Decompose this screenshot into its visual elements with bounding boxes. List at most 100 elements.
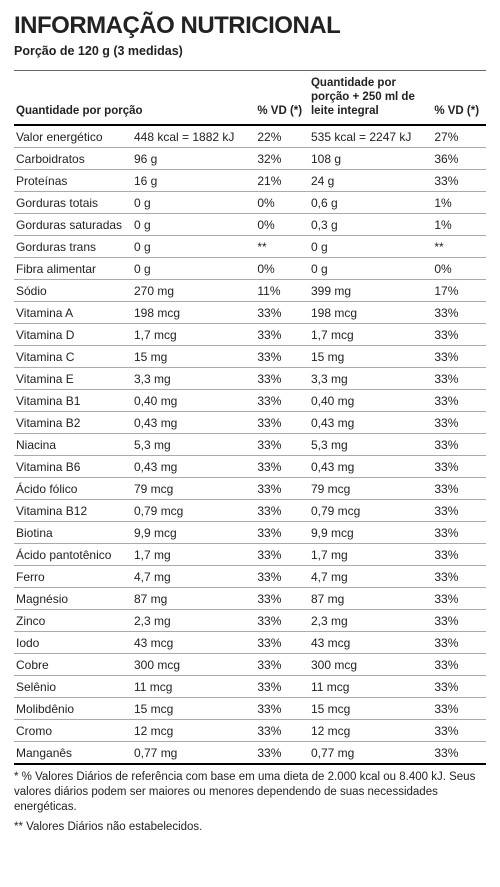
cell-qty2: 79 mcg [309, 478, 432, 500]
header-quantity-with-milk: Quantidade por porção + 250 ml de leite … [309, 71, 432, 126]
table-row: Iodo43 mcg33%43 mcg33% [14, 632, 486, 654]
cell-qty1: 11 mcg [132, 676, 255, 698]
header-dv2: % VD (*) [432, 71, 486, 126]
table-row: Gorduras trans0 g**0 g** [14, 236, 486, 258]
cell-name: Selênio [14, 676, 132, 698]
table-row: Ácido pantotênico1,7 mg33%1,7 mg33% [14, 544, 486, 566]
table-row: Niacina5,3 mg33%5,3 mg33% [14, 434, 486, 456]
cell-qty2: 9,9 mcg [309, 522, 432, 544]
cell-qty2: 12 mcg [309, 720, 432, 742]
cell-name: Manganês [14, 742, 132, 765]
header-quantity-per-serving: Quantidade por porção [14, 71, 255, 126]
cell-qty2: 15 mg [309, 346, 432, 368]
cell-dv1: 33% [255, 412, 309, 434]
cell-dv1: 22% [255, 125, 309, 148]
cell-dv2: 33% [432, 654, 486, 676]
cell-qty1: 43 mcg [132, 632, 255, 654]
cell-qty2: 15 mcg [309, 698, 432, 720]
cell-name: Zinco [14, 610, 132, 632]
table-row: Vitamina B20,43 mg33%0,43 mg33% [14, 412, 486, 434]
cell-qty1: 16 g [132, 170, 255, 192]
cell-name: Ácido fólico [14, 478, 132, 500]
cell-qty1: 9,9 mcg [132, 522, 255, 544]
cell-dv1: 33% [255, 500, 309, 522]
cell-dv1: 33% [255, 456, 309, 478]
cell-qty2: 0,40 mg [309, 390, 432, 412]
cell-qty2: 535 kcal = 2247 kJ [309, 125, 432, 148]
table-row: Vitamina E3,3 mg33%3,3 mg33% [14, 368, 486, 390]
cell-dv1: 33% [255, 742, 309, 765]
cell-qty2: 24 g [309, 170, 432, 192]
cell-name: Ferro [14, 566, 132, 588]
table-row: Fibra alimentar0 g0%0 g0% [14, 258, 486, 280]
serving-size: Porção de 120 g (3 medidas) [14, 44, 486, 58]
cell-dv1: 11% [255, 280, 309, 302]
table-row: Zinco2,3 mg33%2,3 mg33% [14, 610, 486, 632]
cell-dv1: 33% [255, 698, 309, 720]
cell-dv2: 33% [432, 632, 486, 654]
cell-dv2: 33% [432, 456, 486, 478]
cell-name: Iodo [14, 632, 132, 654]
cell-dv2: 33% [432, 170, 486, 192]
table-row: Carboidratos96 g32%108 g36% [14, 148, 486, 170]
cell-qty2: 0,43 mg [309, 412, 432, 434]
cell-dv1: 33% [255, 434, 309, 456]
table-row: Sódio270 mg11%399 mg17% [14, 280, 486, 302]
header-dv1: % VD (*) [255, 71, 309, 126]
cell-dv1: 33% [255, 390, 309, 412]
cell-dv2: 33% [432, 742, 486, 765]
cell-dv1: 33% [255, 522, 309, 544]
cell-qty1: 0,40 mg [132, 390, 255, 412]
cell-qty2: 3,3 mg [309, 368, 432, 390]
cell-qty1: 0 g [132, 258, 255, 280]
cell-dv1: 33% [255, 654, 309, 676]
cell-qty1: 0,77 mg [132, 742, 255, 765]
cell-qty1: 79 mcg [132, 478, 255, 500]
table-row: Selênio11 mcg33%11 mcg33% [14, 676, 486, 698]
cell-qty1: 1,7 mg [132, 544, 255, 566]
table-row: Gorduras saturadas0 g0%0,3 g1% [14, 214, 486, 236]
cell-qty1: 270 mg [132, 280, 255, 302]
table-row: Magnésio87 mg33%87 mg33% [14, 588, 486, 610]
cell-name: Biotina [14, 522, 132, 544]
cell-qty1: 0 g [132, 192, 255, 214]
cell-qty1: 15 mg [132, 346, 255, 368]
cell-qty1: 1,7 mcg [132, 324, 255, 346]
cell-qty2: 11 mcg [309, 676, 432, 698]
cell-dv1: 33% [255, 676, 309, 698]
cell-dv2: 27% [432, 125, 486, 148]
cell-dv1: ** [255, 236, 309, 258]
cell-dv2: 33% [432, 522, 486, 544]
cell-qty1: 3,3 mg [132, 368, 255, 390]
cell-qty2: 399 mg [309, 280, 432, 302]
cell-dv1: 0% [255, 258, 309, 280]
cell-name: Sódio [14, 280, 132, 302]
cell-qty1: 5,3 mg [132, 434, 255, 456]
cell-qty2: 1,7 mg [309, 544, 432, 566]
cell-name: Fibra alimentar [14, 258, 132, 280]
cell-qty2: 87 mg [309, 588, 432, 610]
cell-qty1: 448 kcal = 1882 kJ [132, 125, 255, 148]
table-row: Vitamina C15 mg33%15 mg33% [14, 346, 486, 368]
table-row: Cobre300 mcg33%300 mcg33% [14, 654, 486, 676]
cell-dv2: 33% [432, 478, 486, 500]
cell-dv1: 33% [255, 588, 309, 610]
cell-qty2: 5,3 mg [309, 434, 432, 456]
cell-qty2: 300 mcg [309, 654, 432, 676]
cell-qty2: 43 mcg [309, 632, 432, 654]
cell-dv2: 1% [432, 214, 486, 236]
cell-name: Vitamina D [14, 324, 132, 346]
cell-dv2: 33% [432, 544, 486, 566]
table-row: Valor energético448 kcal = 1882 kJ22%535… [14, 125, 486, 148]
cell-name: Ácido pantotênico [14, 544, 132, 566]
cell-name: Vitamina C [14, 346, 132, 368]
cell-qty1: 0 g [132, 214, 255, 236]
cell-dv2: 33% [432, 412, 486, 434]
cell-name: Cobre [14, 654, 132, 676]
cell-name: Carboidratos [14, 148, 132, 170]
cell-dv1: 0% [255, 192, 309, 214]
cell-qty1: 0 g [132, 236, 255, 258]
cell-dv2: 17% [432, 280, 486, 302]
nutrition-title: INFORMAÇÃO NUTRICIONAL [14, 12, 486, 40]
table-row: Ácido fólico79 mcg33%79 mcg33% [14, 478, 486, 500]
